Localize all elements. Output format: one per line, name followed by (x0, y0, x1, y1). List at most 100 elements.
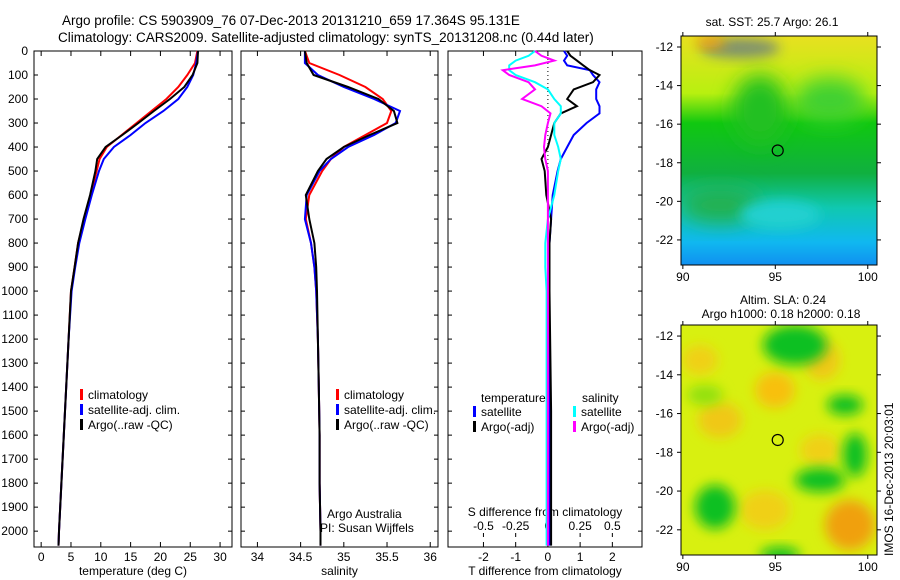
argo-position-marker (771, 433, 784, 447)
sla-field-image (681, 325, 877, 555)
legend-swatch (573, 421, 576, 432)
map-frame (680, 35, 878, 266)
lat-tick-label: -16 (656, 117, 674, 131)
panel-sla-map: 90 95 100 -12 -14 -16 -18 -20 -22 Altim. SLA: 0.2… (656, 293, 881, 574)
x-tick-label: 1 (577, 550, 584, 564)
lon-tick-label: 100 (858, 270, 878, 284)
s-axis-tick-label: -0.5 (473, 519, 494, 533)
depth-tick-label: 900 (8, 260, 28, 274)
legend-swatch (473, 406, 476, 417)
sla-map-title-line2: Argo h1000: 0.18 h2000: 0.18 (702, 307, 861, 321)
x-axis-label: salinity (321, 564, 358, 578)
x-tick-label: 20 (154, 550, 168, 564)
panel-sst-map: 90 95 100 -12 -14 -16 -18 -20 -22 sat. SST: 25.7 … (656, 15, 881, 284)
panel-frame (33, 50, 233, 548)
sla-high-blob (682, 345, 718, 375)
legend-label: satellite (481, 405, 522, 419)
credit-line1: Argo Australia (327, 507, 402, 521)
x-tick-label: 36 (424, 550, 438, 564)
credit-line2: PI: Susan Wijffels (320, 521, 414, 535)
series-line-climatology (57, 50, 199, 546)
legend-label: Argo(..raw -QC) (344, 418, 429, 432)
x-tick-label: 34 (251, 550, 265, 564)
legend-swatch (573, 406, 576, 417)
lat-tick-label: -18 (656, 445, 674, 459)
x-tick-label: 5 (68, 550, 75, 564)
lat-tick-label: -16 (656, 407, 674, 421)
x-tick-label: -2 (478, 550, 489, 564)
lat-tick-label: -22 (656, 523, 674, 537)
sla-high-blob (800, 434, 840, 466)
sla-high-blob (740, 490, 790, 530)
depth-tick-label: 700 (8, 212, 28, 226)
depth-tick-label: 600 (8, 188, 28, 202)
series-line-argo-raw-qc- (57, 50, 199, 546)
sla-low-blob (760, 547, 800, 555)
sla-low-blob (687, 385, 723, 405)
depth-tick-label: 400 (8, 140, 28, 154)
legend-swatch (336, 389, 339, 400)
series-line-satellite-adj-clim- (57, 50, 199, 546)
series-line-s-argo-adj- (500, 50, 558, 546)
depth-tick-label: 1000 (1, 284, 28, 298)
depth-tick-label: 1200 (1, 332, 28, 346)
legend-header-temperature: temperature (481, 391, 546, 405)
legend-label: satellite-adj. clim. (344, 403, 436, 417)
lon-tick-label: 90 (676, 560, 690, 574)
sst-blob (695, 36, 725, 48)
x-tick-label: 0 (545, 550, 552, 564)
lat-tick-label: -20 (656, 484, 674, 498)
panel-salinity: 34 34.5 35 35.5 36 salinity climatologysatelli… (240, 50, 439, 578)
x-tick-label: 30 (213, 550, 227, 564)
lon-tick-label: 100 (858, 560, 878, 574)
legend-label: Argo(-adj) (481, 420, 534, 434)
depth-tick-label: 300 (8, 116, 28, 130)
sla-low-blob (795, 468, 845, 492)
lat-tick-label: -12 (656, 40, 674, 54)
series-line-t-argo-adj- (540, 50, 602, 546)
lat-tick-label: -18 (656, 156, 674, 170)
lat-tick-label: -14 (656, 79, 674, 93)
depth-tick-label: 1500 (1, 404, 28, 418)
depth-tick-label: 2000 (1, 524, 28, 538)
depth-tick-label: 1100 (2, 308, 28, 322)
legend-swatch (336, 404, 339, 415)
depth-tick-label: 1300 (1, 356, 28, 370)
s-axis-label: S difference from climatology (468, 505, 623, 519)
legend-swatch (473, 421, 476, 432)
x-axis-label: T difference from climatology (468, 564, 622, 578)
lat-tick-label: -22 (656, 233, 674, 247)
lat-tick-label: -14 (656, 368, 674, 382)
legend-label: Argo(..raw -QC) (88, 418, 173, 432)
depth-tick-label: 0 (21, 44, 28, 58)
argo-position-marker (771, 144, 784, 157)
sla-map-title-line1: Altim. SLA: 0.24 (740, 293, 826, 307)
x-tick-label: 35 (337, 550, 351, 564)
lon-tick-label: 95 (769, 270, 783, 284)
x-tick-label: 15 (124, 550, 138, 564)
imos-timestamp: IMOS 16-Dec-2013 20:03:01 (882, 402, 896, 556)
lat-tick-label: -20 (656, 194, 674, 208)
depth-tick-label: 1800 (1, 476, 28, 490)
legend-swatch (336, 419, 339, 430)
x-tick-label: 0 (38, 550, 45, 564)
panel-temperature: 0 5 10 15 20 25 30 temperature (deg C) climatolo… (33, 50, 233, 578)
x-tick-label: 10 (94, 550, 108, 564)
s-axis-tick-label: -0.25 (502, 519, 530, 533)
figure-title-line2: Climatology: CARS2009. Satellite-adjuste… (58, 30, 594, 45)
depth-tick-label: 500 (8, 164, 28, 178)
sla-low-blob (695, 485, 735, 529)
sla-high-blob (825, 500, 875, 550)
sla-low-blob (827, 395, 863, 415)
x-tick-label: -1 (510, 550, 521, 564)
panel-frame (240, 50, 439, 548)
map-frame (680, 324, 878, 556)
sla-low-blob (843, 433, 867, 477)
sst-blob (795, 78, 865, 122)
sla-high-blob (755, 372, 795, 408)
series-line-argo-raw-qc- (303, 50, 399, 546)
depth-tick-label: 1400 (1, 380, 28, 394)
sla-low-blob (763, 325, 827, 365)
depth-tick-label: 1600 (1, 428, 28, 442)
depth-tick-label: 1700 (1, 452, 28, 466)
